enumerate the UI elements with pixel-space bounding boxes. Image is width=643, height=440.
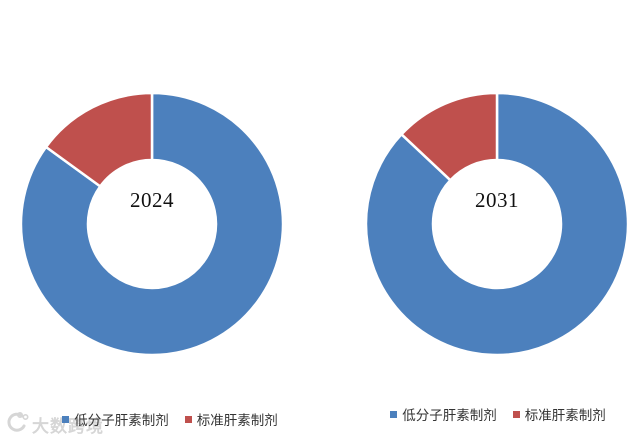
legend-swatch-red — [512, 410, 520, 418]
legend-label-standard-heparin: 标准肝素制剂 — [196, 413, 278, 428]
donut-chart-2031: 2031 — [357, 84, 637, 364]
legend-swatch-blue — [62, 415, 70, 423]
watermark: 大数跨境 — [3, 410, 104, 439]
donut-slice-red-standard-heparin — [400, 91, 499, 182]
legend-item-standard-heparin: 标准肝素制剂 — [512, 404, 606, 424]
legend-item-lmwh: 低分子肝素制剂 — [390, 404, 497, 424]
legend-label-lmwh: 低分子肝素制剂 — [402, 408, 497, 423]
legend-swatch-red — [184, 415, 192, 423]
donut-2031-svg — [364, 91, 630, 357]
year-label-2024: 2024 — [130, 188, 174, 212]
year-label-2031: 2031 — [475, 188, 519, 212]
legend-label-lmwh: 低分子肝素制剂 — [74, 413, 169, 428]
donut-slice-blue-lmwh — [19, 91, 285, 357]
legend-item-standard-heparin: 标准肝素制剂 — [184, 409, 278, 429]
legend-label-standard-heparin: 标准肝素制剂 — [524, 408, 606, 423]
legend-item-lmwh: 低分子肝素制剂 — [62, 409, 169, 429]
crescent-dots-logo-icon — [3, 410, 29, 439]
legend-2031: 低分子肝素制剂 标准肝素制剂 — [358, 404, 638, 424]
donut-slice-red-standard-heparin — [44, 91, 154, 188]
watermark-text: 大数跨境 — [32, 417, 104, 436]
legend-2024: 低分子肝素制剂 标准肝素制剂 — [30, 409, 310, 429]
legend-swatch-blue — [390, 410, 398, 418]
donut-slice-blue-lmwh — [364, 91, 630, 357]
donut-2024-svg — [19, 91, 285, 357]
donut-chart-2024: 2024 — [12, 84, 292, 364]
